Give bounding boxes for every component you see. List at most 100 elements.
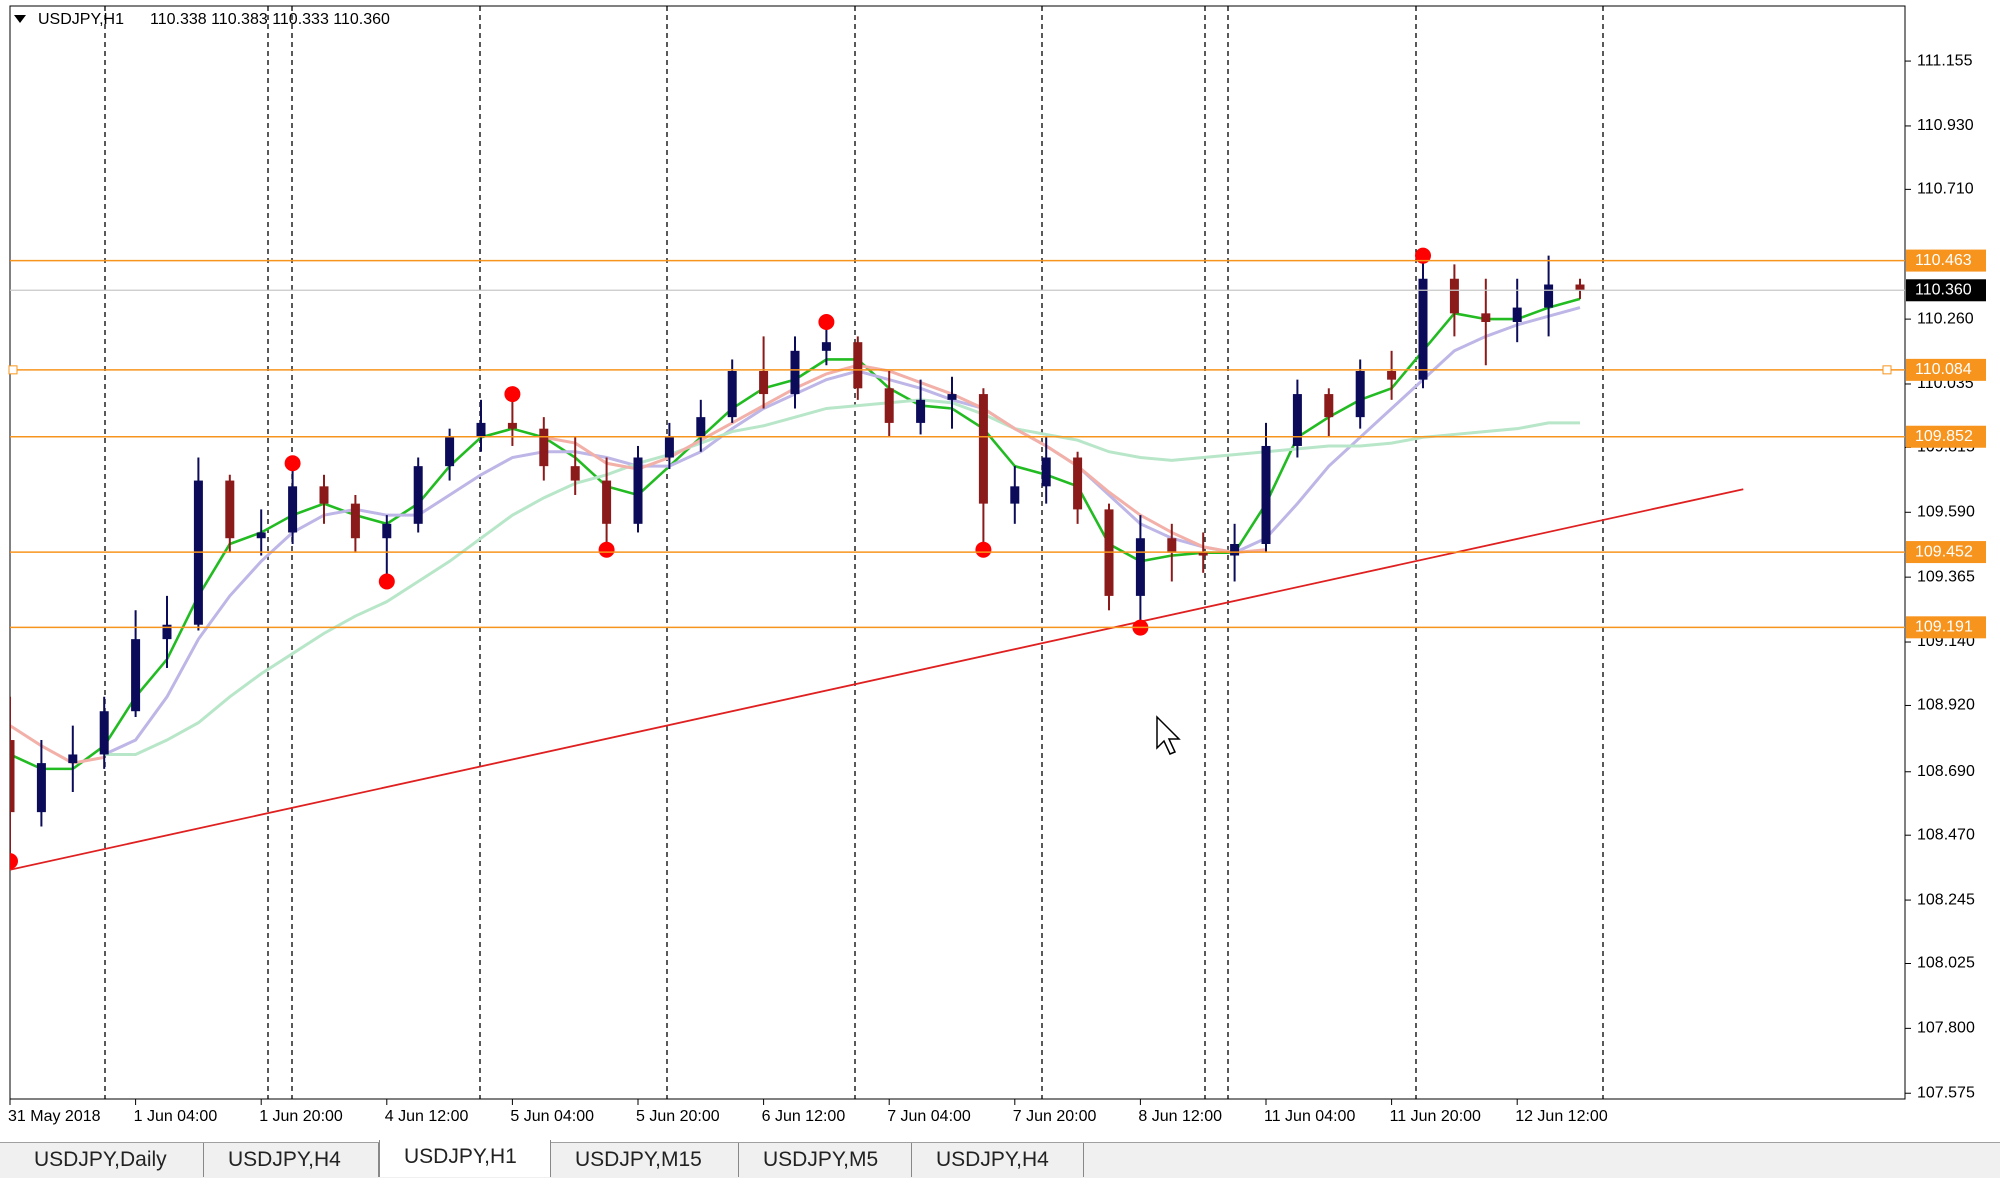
chart-tab[interactable]: USDJPY,H4: [912, 1143, 1084, 1177]
candle-body: [256, 532, 266, 539]
candle-body: [1355, 371, 1365, 418]
x-tick-label: 7 Jun 04:00: [887, 1108, 971, 1125]
candle-body: [1073, 457, 1083, 510]
y-tick-label: 107.800: [1917, 1020, 1975, 1037]
level-label-box: [1906, 425, 1986, 448]
candle-body: [916, 399, 926, 423]
y-tick-label: 110.930: [1917, 117, 1974, 134]
moving-average: [543, 363, 1267, 555]
y-tick-label: 108.470: [1917, 826, 1975, 843]
x-tick-label: 31 May 2018: [8, 1108, 101, 1125]
candle-body: [1481, 313, 1491, 322]
level-label: 109.852: [1915, 428, 1973, 445]
fractal-marker: [10, 853, 18, 870]
candle-body: [1230, 543, 1240, 556]
fractal-marker: [284, 455, 301, 472]
x-tick-label: 11 Jun 20:00: [1390, 1108, 1481, 1125]
candle-body: [68, 754, 78, 764]
tab-bar: USDJPY,Daily USDJPY,H4 USDJPY,H1 USDJPY,M15…: [0, 1140, 2000, 1178]
line-handle: [1882, 365, 1892, 375]
candle-body: [978, 394, 988, 504]
moving-average: [10, 724, 105, 765]
fractal-marker: [378, 573, 395, 590]
level-label: 110.084: [1915, 361, 1972, 378]
x-tick-label: 1 Jun 04:00: [134, 1108, 218, 1125]
chart-tab[interactable]: USDJPY,M15: [551, 1143, 739, 1177]
chart-tab[interactable]: USDJPY,H1: [379, 1140, 551, 1177]
y-tick-label: 108.920: [1917, 697, 1975, 714]
fractal-marker: [598, 541, 615, 558]
candle-body: [1418, 278, 1428, 380]
candle-body: [853, 342, 863, 389]
candle-body: [99, 711, 109, 755]
x-tick-label: 8 Jun 12:00: [1138, 1108, 1222, 1125]
fractal-marker: [1415, 247, 1431, 264]
candle-body: [790, 350, 800, 395]
candle-body: [413, 466, 423, 524]
candle-body: [1449, 278, 1459, 314]
current-price-label: 110.360: [1915, 281, 1972, 298]
level-label-box: [1906, 358, 1986, 381]
chart-tab[interactable]: USDJPY,M5: [739, 1143, 912, 1177]
y-tick-label: 109.365: [1917, 568, 1975, 585]
candle-body: [1198, 552, 1208, 556]
candle-body: [1010, 486, 1020, 504]
chart-tab[interactable]: USDJPY,Daily: [10, 1143, 204, 1177]
x-tick-label: 5 Jun 20:00: [636, 1108, 720, 1125]
candle-body: [350, 503, 360, 539]
candle-body: [664, 437, 674, 458]
candle-body: [1261, 445, 1271, 544]
x-tick-label: 11 Jun 04:00: [1264, 1108, 1355, 1125]
candle-body: [319, 486, 329, 504]
candle-body: [602, 480, 612, 524]
candle-body: [1324, 394, 1334, 418]
quote: 110.338 110.383 110.333 110.360: [150, 11, 390, 28]
symbol: USDJPY,H1: [38, 11, 124, 28]
y-tick-label: 108.690: [1917, 763, 1975, 780]
mouse-cursor: [1156, 715, 1181, 755]
candle-body: [539, 428, 549, 467]
candle-body: [1167, 538, 1177, 553]
candle-body: [821, 342, 831, 351]
candle-body: [759, 371, 769, 395]
candle-body: [1041, 457, 1051, 487]
y-tick-label: 108.025: [1917, 955, 1975, 972]
x-tick-label: 7 Jun 20:00: [1013, 1108, 1097, 1125]
x-tick-label: 6 Jun 12:00: [762, 1108, 846, 1125]
candle-body: [570, 466, 580, 481]
candle-body: [1292, 394, 1302, 446]
candle-body: [507, 422, 517, 429]
fractal-marker: [504, 386, 521, 403]
y-tick-label: 109.590: [1917, 503, 1975, 520]
level-label-box: [1906, 616, 1986, 639]
chart-tab[interactable]: USDJPY,H4: [204, 1143, 379, 1177]
candle-body: [382, 523, 392, 539]
candle-body: [1387, 371, 1397, 380]
candle-body: [162, 624, 172, 640]
level-label: 109.191: [1915, 619, 1973, 636]
candle-body: [10, 740, 15, 813]
candle-body: [225, 480, 235, 539]
y-tick-label: 108.245: [1917, 891, 1975, 908]
y-tick-label: 110.260: [1917, 310, 1974, 327]
y-tick-label: 107.575: [1917, 1084, 1975, 1101]
candle-body: [1575, 284, 1585, 291]
line-handle: [8, 365, 18, 375]
moving-average: [104, 398, 1580, 756]
level-label: 110.463: [1915, 252, 1972, 269]
current-price-box: [1906, 279, 1986, 302]
x-tick-label: 1 Jun 20:00: [259, 1108, 343, 1125]
fractal-marker: [975, 541, 992, 558]
menu-arrow[interactable]: [14, 15, 26, 23]
x-tick-label: 4 Jun 12:00: [385, 1108, 469, 1125]
y-tick-label: 111.155: [1917, 52, 1973, 69]
candle-body: [727, 371, 737, 418]
candle-body: [947, 394, 957, 400]
x-tick-label: 5 Jun 04:00: [510, 1108, 594, 1125]
level-label-box: [1906, 541, 1986, 564]
candle-body: [476, 422, 486, 438]
candle-body: [1135, 538, 1145, 596]
y-tick-label: 110.710: [1917, 181, 1974, 198]
candle-body: [131, 639, 141, 712]
